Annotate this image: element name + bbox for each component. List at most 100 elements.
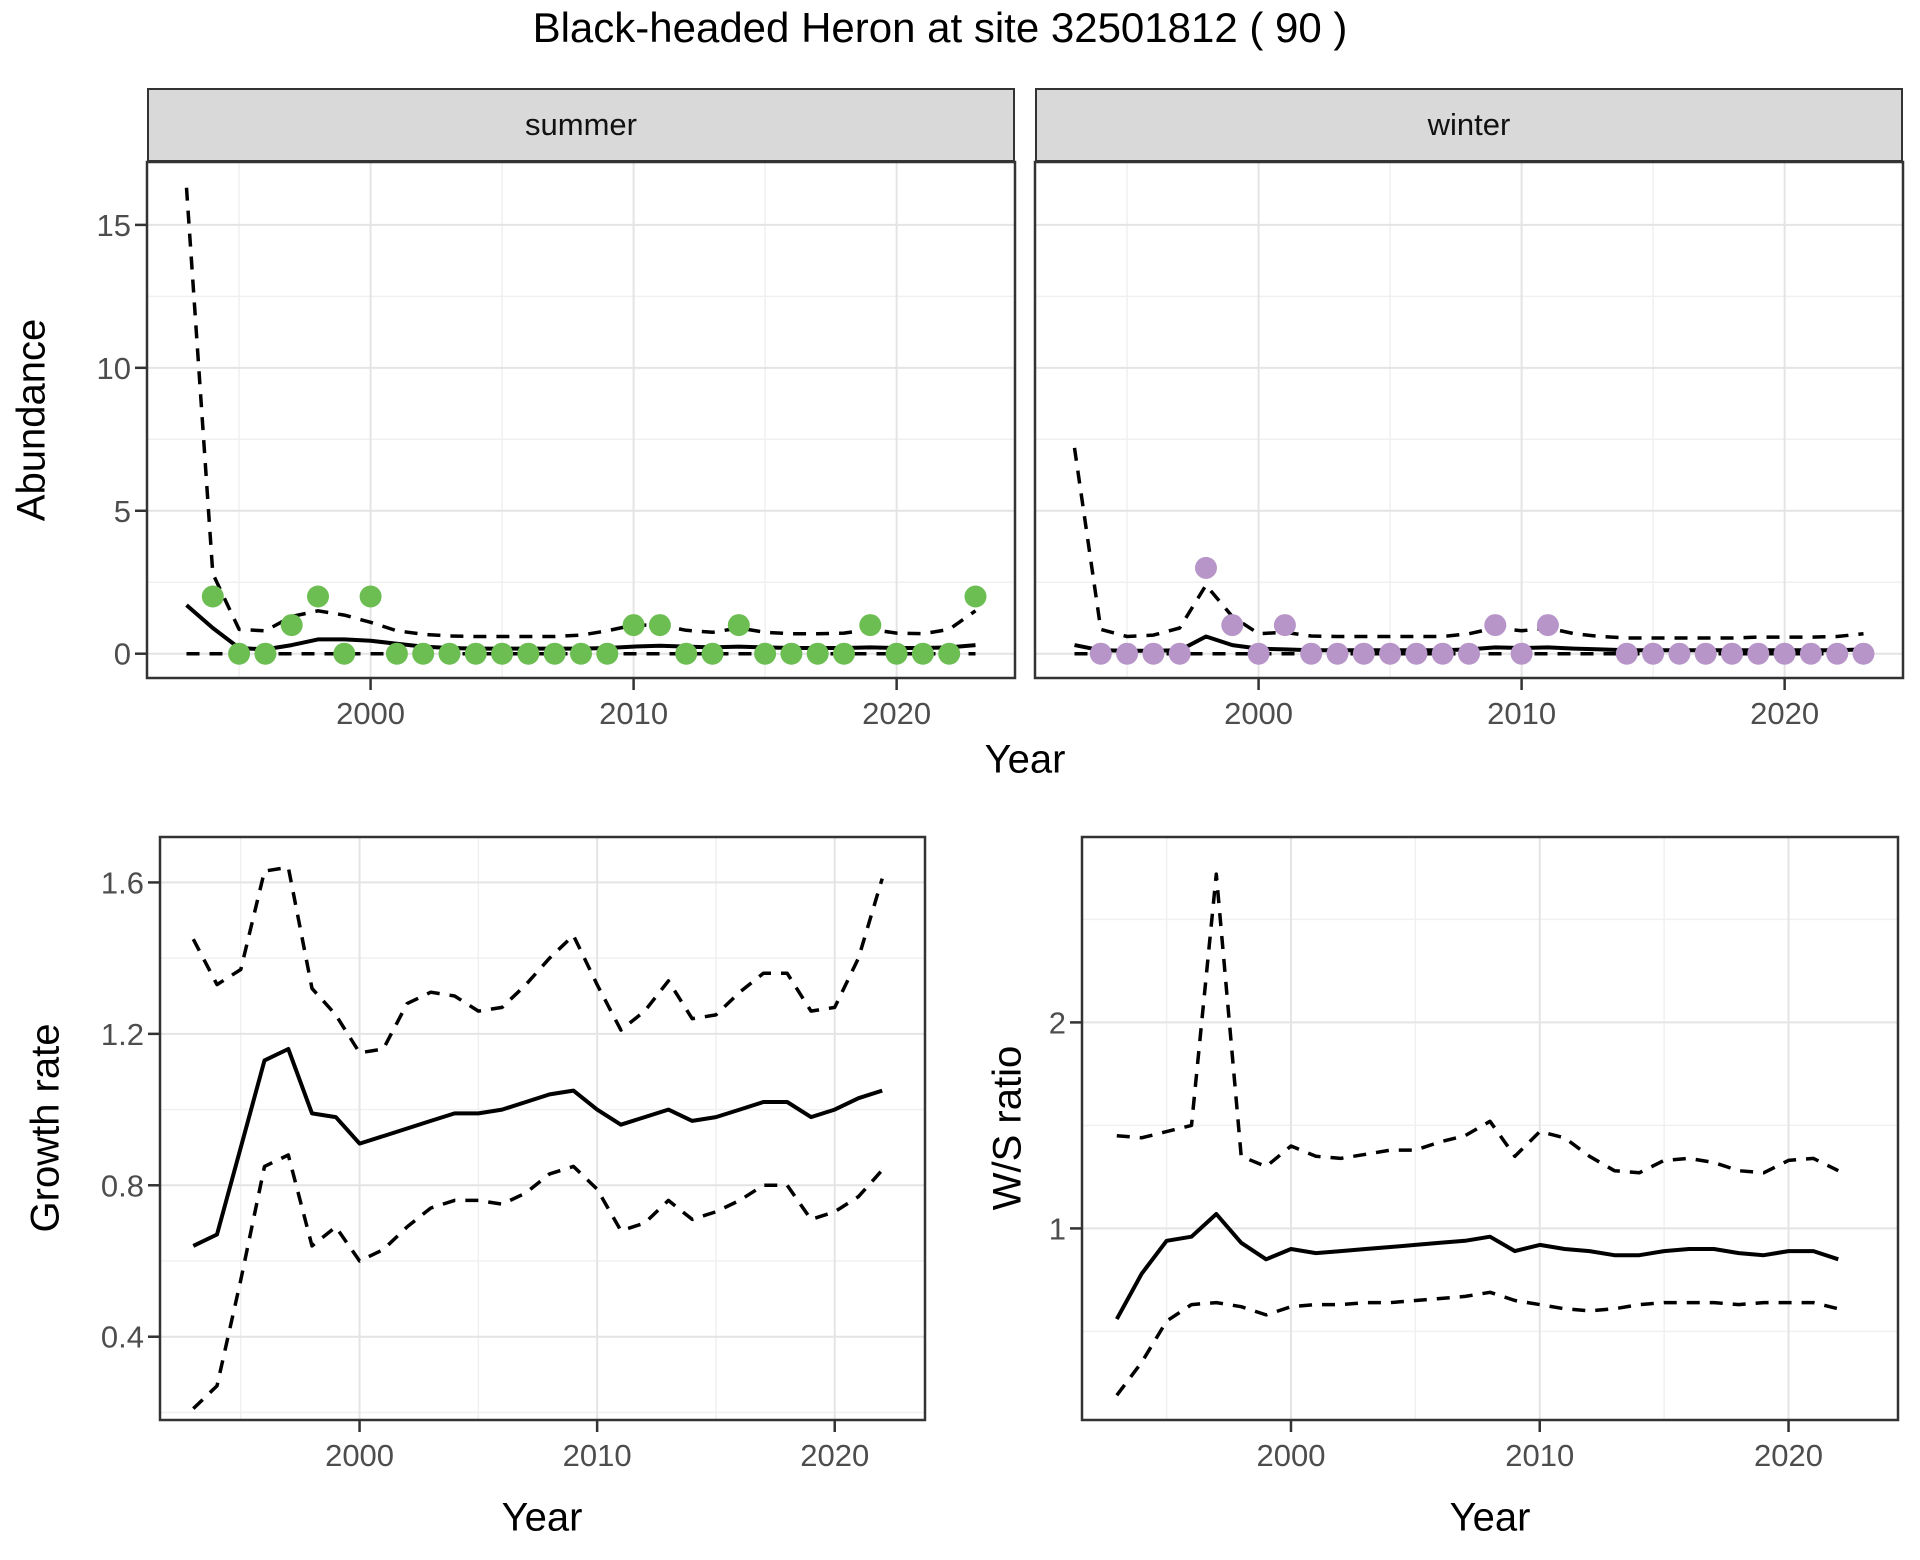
observed-counts-summer-point [438, 642, 461, 665]
observed-counts-winter-point [1852, 642, 1875, 665]
panel-border [1080, 835, 1900, 1422]
observed-counts-winter-point [1405, 642, 1428, 665]
observed-counts-summer-point [201, 585, 224, 608]
observed-counts-winter-point [1826, 642, 1849, 665]
x-tick-label: 2020 [800, 1438, 869, 1473]
y-tick-label: 0.4 [101, 1320, 144, 1355]
y-tick-label: 1.2 [101, 1017, 144, 1052]
x-tick-label: 2010 [1505, 1438, 1574, 1473]
ws-ratio-upper_95ci-line [1116, 872, 1840, 1175]
facet-strip-summer-label: summer [525, 107, 637, 142]
ws-ratio-median-line [1115, 1212, 1839, 1321]
y-tick-label: 1.6 [101, 865, 144, 900]
observed-counts-summer-point [727, 614, 750, 637]
observed-counts-summer-point [280, 614, 303, 637]
observed-counts-summer-point [464, 642, 487, 665]
observed-counts-winter-point [1668, 642, 1691, 665]
observed-counts-winter-point [1089, 642, 1112, 665]
facet-strip-summer: summer [147, 88, 1015, 162]
growth-x-axis-title: Year [501, 1495, 583, 1540]
x-tick-label: 2000 [325, 1438, 394, 1473]
observed-counts-winter-point [1352, 642, 1375, 665]
observed-counts-winter-point [1116, 642, 1139, 665]
panel-ws-ratio: 2000 2010 2020 1 2 [1049, 835, 1900, 1473]
x-tick-label: 2000 [336, 696, 405, 731]
observed-counts-summer-point [491, 642, 514, 665]
x-tick-label: 2000 [1256, 1438, 1325, 1473]
observed-counts-summer-point [570, 642, 592, 665]
observed-counts-winter-point [1694, 642, 1717, 665]
observed-counts-winter-point [1536, 614, 1559, 637]
ws-ratio-lower_95ci-line [1115, 1290, 1839, 1397]
panel-border [158, 835, 927, 1422]
x-tick-label: 2010 [563, 1438, 632, 1473]
y-tick-label: 2 [1049, 1005, 1066, 1040]
observed-counts-summer-point [964, 585, 987, 608]
observed-counts-winter-point [1273, 614, 1296, 637]
observed-counts-summer-point [543, 642, 566, 665]
observed-counts-winter-point [1168, 642, 1191, 665]
top-x-axis-title: Year [984, 737, 1066, 782]
observed-counts-summer-point [359, 585, 382, 608]
observed-counts-summer-point [517, 642, 540, 665]
observed-counts-summer-point [833, 642, 855, 665]
x-tick-label: 2010 [1487, 696, 1556, 731]
observed-counts-summer-point [754, 642, 777, 665]
panel-background [160, 837, 925, 1420]
observed-counts-summer-point [675, 642, 698, 665]
y-tick-label: 0.8 [101, 1168, 144, 1203]
observed-counts-summer-point [385, 642, 408, 665]
observed-counts-winter-point [1773, 642, 1796, 665]
observed-counts-winter-point [1195, 556, 1217, 579]
panel-background [1035, 162, 1903, 678]
panel-abundance-winter: 2000 2010 2020 [1033, 160, 1905, 731]
observed-counts-summer-point [911, 642, 934, 665]
facet-strip-winter-label: winter [1427, 107, 1511, 142]
observed-counts-summer-point [412, 642, 435, 665]
observed-counts-winter-point [1142, 642, 1165, 665]
y-tick-label: 5 [114, 494, 131, 529]
observed-counts-winter-point [1615, 642, 1638, 665]
y-tick-label: 0 [114, 637, 131, 672]
observed-counts-winter-point [1747, 642, 1770, 665]
facet-strip-winter: winter [1035, 88, 1903, 162]
abundance-winter-upper_95ci-line [1072, 447, 1864, 640]
observed-counts-summer-point [228, 642, 251, 665]
x-tick-label: 2000 [1224, 696, 1293, 731]
observed-counts-winter-point [1642, 642, 1665, 665]
growth-rate-median-line [192, 1047, 883, 1248]
observed-counts-winter-point [1247, 642, 1270, 665]
observed-counts-summer-point [307, 585, 329, 608]
observed-counts-winter-point [1300, 642, 1323, 665]
ws-ratio-axis-title: W/S ratio [985, 1045, 1030, 1211]
observed-counts-winter-point [1799, 642, 1822, 665]
observed-counts-winter-point [1484, 614, 1507, 637]
x-tick-label: 2020 [862, 696, 931, 731]
panel-background [1082, 837, 1898, 1420]
y-tick-label: 15 [97, 208, 131, 243]
panel-background [147, 162, 1015, 678]
observed-counts-summer-point [806, 642, 829, 665]
observed-counts-summer-point [622, 614, 645, 637]
observed-counts-winter-point [1510, 642, 1533, 665]
observed-counts-winter-point [1431, 642, 1454, 665]
observed-counts-winter-point [1721, 642, 1743, 665]
growth-rate-lower_95ci-line [192, 1153, 884, 1410]
observed-counts-summer-point [333, 642, 356, 665]
observed-counts-winter-point [1379, 642, 1402, 665]
panel-growth-rate: 2000 2010 2020 0.4 0.8 1.2 1.6 [101, 835, 927, 1473]
x-tick-label: 2020 [1750, 696, 1819, 731]
x-tick-label: 2010 [599, 696, 668, 731]
observed-counts-winter-point [1221, 614, 1244, 637]
panel-border [1033, 160, 1905, 680]
abundance-summer-upper_95ci-line [184, 187, 977, 639]
growth-rate-upper_95ci-line [191, 865, 884, 1055]
figure-title: Black-headed Heron at site 32501812 ( 90… [532, 4, 1348, 51]
observed-counts-summer-point [254, 642, 277, 665]
x-tick-label: 2020 [1754, 1438, 1823, 1473]
observed-counts-winter-point [1326, 642, 1349, 665]
y-tick-label: 10 [97, 351, 131, 386]
observed-counts-summer-point [885, 642, 908, 665]
